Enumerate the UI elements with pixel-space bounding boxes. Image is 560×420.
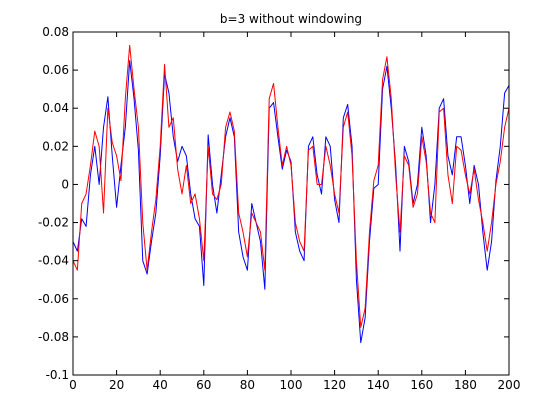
- y-tick-label: 0.02: [42, 139, 69, 153]
- series-line-1: [72, 60, 510, 344]
- x-tick-label: 0: [69, 378, 77, 392]
- y-tick-label: 0.04: [42, 101, 69, 115]
- x-tick-label: 140: [367, 378, 390, 392]
- y-tick-label: -0.1: [46, 368, 69, 382]
- plot-background: [73, 32, 509, 375]
- y-tick-label: 0: [61, 177, 69, 191]
- y-tick-label: 0.08: [42, 25, 69, 39]
- x-tick-label: 180: [454, 378, 477, 392]
- series-layer: [72, 44, 510, 344]
- x-tick-label: 60: [196, 378, 211, 392]
- y-tick-label: -0.02: [38, 216, 69, 230]
- series-line-2: [72, 44, 510, 328]
- y-tick-label: -0.06: [38, 292, 69, 306]
- tick-layer: 0 20 40 60 80 100 120 140 160 180 200 -0.1 -0.08 -0.0…: [38, 25, 521, 392]
- y-tick-label: 0.06: [42, 63, 69, 77]
- x-tick-label: 160: [410, 378, 433, 392]
- x-tick-label: 40: [153, 378, 168, 392]
- y-tick-label: -0.08: [38, 330, 69, 344]
- chart-title: b=3 without windowing: [220, 12, 362, 26]
- x-tick-label: 80: [240, 378, 255, 392]
- x-tick-label: 200: [498, 378, 521, 392]
- x-tick-label: 20: [109, 378, 124, 392]
- y-tick-label: -0.04: [38, 254, 69, 268]
- x-tick-label: 100: [280, 378, 303, 392]
- x-tick-label: 120: [323, 378, 346, 392]
